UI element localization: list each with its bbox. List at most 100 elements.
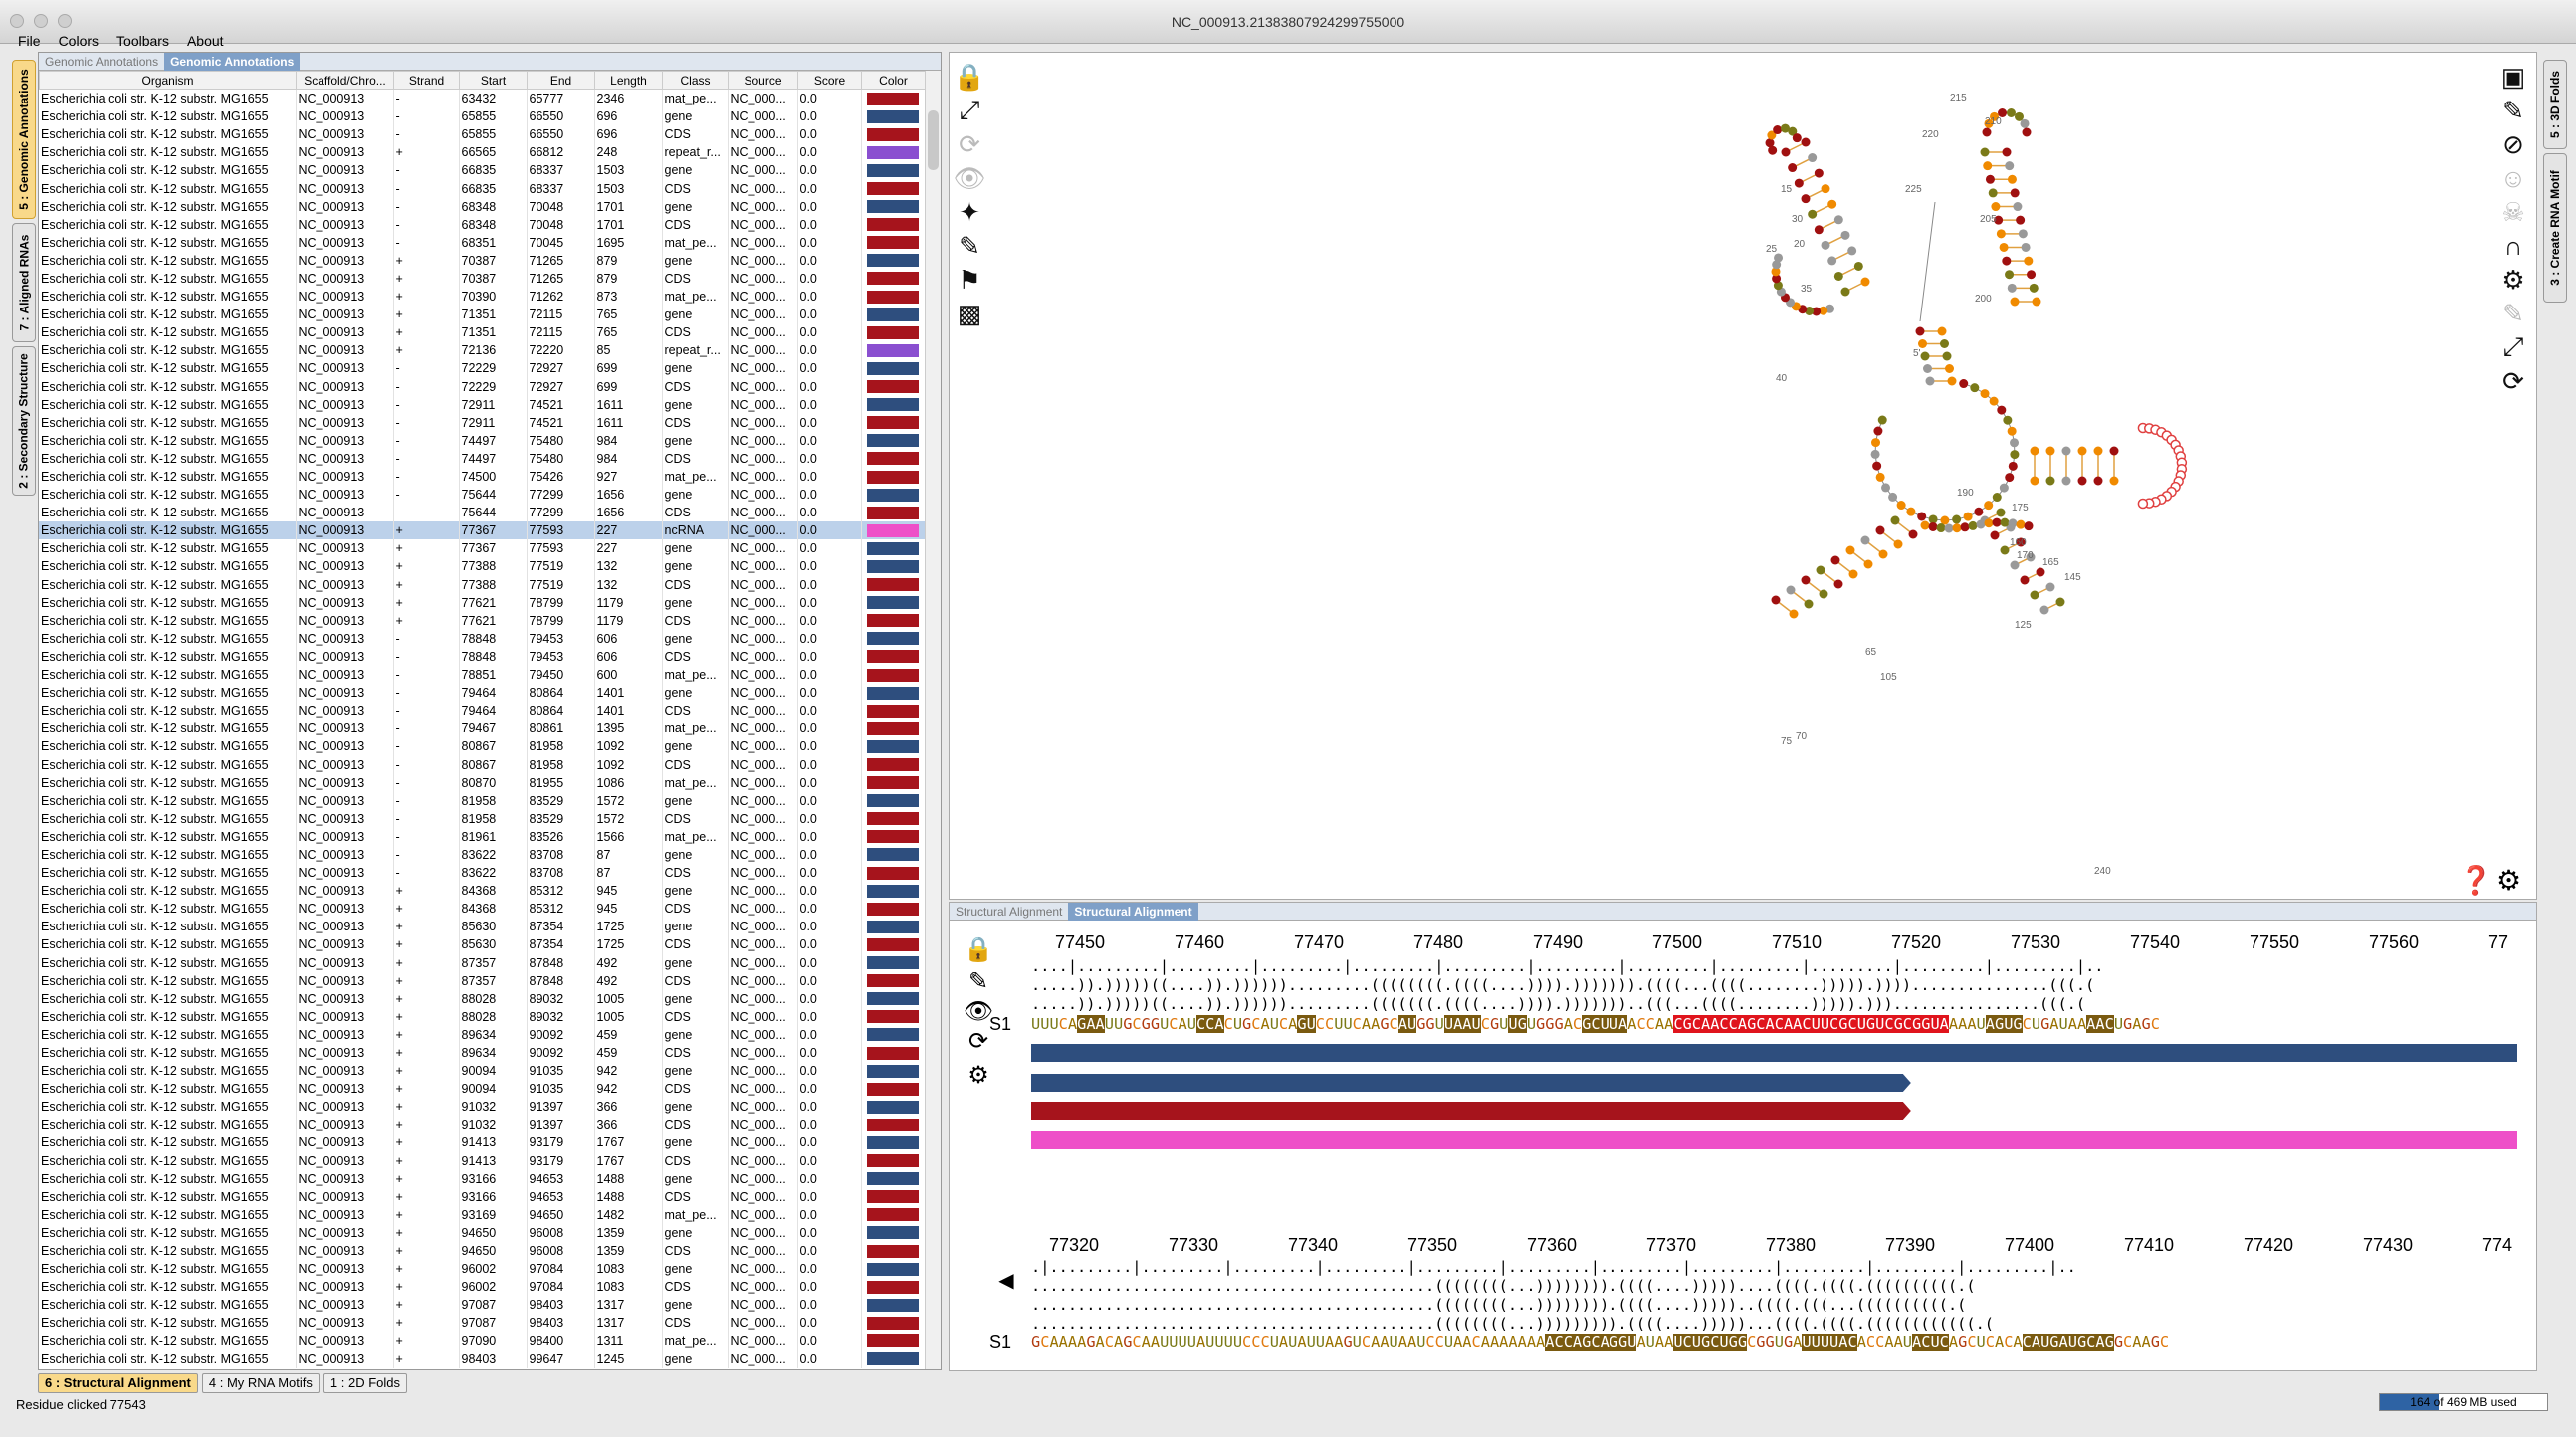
table-row[interactable]: Escherichia coli str. K-12 substr. MG165… [39, 1043, 926, 1063]
window-icon[interactable]: ▣ [2500, 61, 2526, 92]
table-row[interactable]: Escherichia coli str. K-12 substr. MG165… [39, 575, 926, 594]
color-cell[interactable] [861, 702, 926, 720]
annotations-table-body[interactable]: Escherichia coli str. K-12 substr. MG165… [39, 90, 941, 1370]
table-row[interactable]: Escherichia coli str. K-12 substr. MG165… [39, 1314, 926, 1333]
column-header-scaffold-chro-[interactable]: Scaffold/Chro... [296, 71, 394, 90]
table-row[interactable]: Escherichia coli str. K-12 substr. MG165… [39, 791, 926, 810]
color-cell[interactable] [861, 1349, 926, 1368]
color-cell[interactable] [861, 504, 926, 522]
column-header-organism[interactable]: Organism [39, 71, 297, 90]
brush-icon[interactable]: ✎ [959, 230, 980, 261]
eye-icon[interactable]: 👁 [953, 162, 986, 193]
column-header-length[interactable]: Length [594, 71, 663, 90]
table-row[interactable]: Escherichia coli str. K-12 substr. MG165… [39, 1205, 926, 1224]
rna-sequence-2[interactable]: GCAAAAGACAGCAAUUUUAUUUUCCCUAUAUUAAGUCAAU… [1031, 1334, 2170, 1351]
color-cell[interactable] [861, 1242, 926, 1261]
rna-structure-drawing[interactable]: 215 210 205 200 225 220 20 15 25 30 35 40 5' 190 175 17… [950, 53, 2538, 901]
table-row[interactable]: Escherichia coli str. K-12 substr. MG165… [39, 125, 926, 144]
color-cell[interactable] [861, 1098, 926, 1117]
table-row[interactable]: Escherichia coli str. K-12 substr. MG165… [39, 629, 926, 648]
menu-colors[interactable]: Colors [58, 33, 100, 49]
color-cell[interactable] [861, 1332, 926, 1350]
color-cell[interactable] [861, 306, 926, 324]
color-cell[interactable] [861, 251, 926, 270]
color-cell[interactable] [861, 1025, 926, 1044]
table-row[interactable]: Escherichia coli str. K-12 substr. MG165… [39, 845, 926, 865]
menu-toolbars[interactable]: Toolbars [116, 33, 169, 49]
table-row[interactable]: Escherichia coli str. K-12 substr. MG165… [39, 486, 926, 505]
table-row[interactable]: Escherichia coli str. K-12 substr. MG165… [39, 809, 926, 828]
menu-file[interactable]: File [18, 33, 41, 49]
color-cell[interactable] [861, 107, 926, 126]
forbidden-icon[interactable]: ⊘ [2502, 128, 2524, 159]
tab-aligned-rnas[interactable]: 7 : Aligned RNAs [12, 223, 36, 342]
fit-right-icon[interactable]: ⤢ [2502, 331, 2524, 361]
zoom-window-button[interactable] [58, 14, 72, 28]
color-cell[interactable] [861, 1062, 926, 1081]
table-row[interactable]: Escherichia coli str. K-12 substr. MG165… [39, 269, 926, 289]
table-row[interactable]: Escherichia coli str. K-12 substr. MG165… [39, 1098, 926, 1117]
table-row[interactable]: Escherichia coli str. K-12 substr. MG165… [39, 233, 926, 252]
annotation-track-bar[interactable] [1031, 1131, 2517, 1149]
alignment-lock-icon[interactable]: 🔒 [964, 935, 993, 963]
tab-structural-alignment[interactable]: 6 : Structural Alignment [38, 1373, 198, 1393]
color-cell[interactable] [861, 629, 926, 648]
brush-disabled-icon[interactable]: ✎ [2502, 298, 2524, 328]
fit-icon[interactable]: ⤢ [959, 95, 980, 124]
color-cell[interactable] [861, 431, 926, 450]
color-cell[interactable] [861, 359, 926, 378]
settings-icon[interactable]: ⚙ [2496, 865, 2522, 896]
table-row[interactable]: Escherichia coli str. K-12 substr. MG165… [39, 251, 926, 270]
wand-icon[interactable]: ✦ [959, 196, 980, 227]
column-header-strand[interactable]: Strand [393, 71, 460, 90]
color-cell[interactable] [861, 323, 926, 342]
table-row[interactable]: Escherichia coli str. K-12 substr. MG165… [39, 702, 926, 720]
color-cell[interactable] [861, 143, 926, 162]
table-row[interactable]: Escherichia coli str. K-12 substr. MG165… [39, 719, 926, 738]
magnet-icon[interactable]: ∩ [2503, 230, 2523, 261]
table-row[interactable]: Escherichia coli str. K-12 substr. MG165… [39, 90, 926, 108]
help-icon[interactable]: ❓ [2459, 865, 2493, 896]
table-row[interactable]: Escherichia coli str. K-12 substr. MG165… [39, 1260, 926, 1279]
table-row[interactable]: Escherichia coli str. K-12 substr. MG165… [39, 288, 926, 307]
annotation-track-bar[interactable] [1031, 1102, 1911, 1120]
color-cell[interactable] [861, 179, 926, 198]
color-cell[interactable] [861, 827, 926, 846]
color-cell[interactable] [861, 521, 926, 540]
color-cell[interactable] [861, 1278, 926, 1297]
chart-icon[interactable]: ▩ [957, 298, 982, 328]
tab-2d-folds[interactable]: 1 : 2D Folds [322, 1373, 407, 1393]
table-row[interactable]: Escherichia coli str. K-12 substr. MG165… [39, 864, 926, 883]
color-cell[interactable] [861, 1314, 926, 1333]
color-cell[interactable] [861, 1169, 926, 1188]
column-header-source[interactable]: Source [728, 71, 798, 90]
scrollbar-thumb[interactable] [928, 110, 939, 170]
color-cell[interactable] [861, 953, 926, 972]
tab-create-rna-motif[interactable]: 3 : Create RNA Motif [2543, 153, 2567, 303]
table-row[interactable]: Escherichia coli str. K-12 substr. MG165… [39, 377, 926, 396]
color-cell[interactable] [861, 215, 926, 234]
table-row[interactable]: Escherichia coli str. K-12 substr. MG165… [39, 539, 926, 558]
table-row[interactable]: Escherichia coli str. K-12 substr. MG165… [39, 1169, 926, 1188]
color-cell[interactable] [861, 557, 926, 576]
table-row[interactable]: Escherichia coli str. K-12 substr. MG165… [39, 413, 926, 432]
alignment-tab-active[interactable]: Structural Alignment [1068, 902, 1198, 921]
column-header-color[interactable]: Color [861, 71, 926, 90]
secondary-structure-canvas[interactable]: 215 210 205 200 225 220 20 15 25 30 35 40 5' 190 175 17… [949, 52, 2537, 900]
reset-icon[interactable]: ⟳ [959, 128, 980, 159]
color-cell[interactable] [861, 918, 926, 936]
gears-icon[interactable]: ⚙ [2501, 264, 2525, 295]
table-row[interactable]: Escherichia coli str. K-12 substr. MG165… [39, 935, 926, 954]
tab-secondary-structure[interactable]: 2 : Secondary Structure [12, 346, 36, 496]
table-row[interactable]: Escherichia coli str. K-12 substr. MG165… [39, 467, 926, 487]
color-cell[interactable] [861, 900, 926, 919]
color-cell[interactable] [861, 845, 926, 865]
table-row[interactable]: Escherichia coli str. K-12 substr. MG165… [39, 341, 926, 360]
table-row[interactable]: Escherichia coli str. K-12 substr. MG165… [39, 1332, 926, 1350]
alignment-refresh-icon[interactable]: ⟳ [967, 1027, 989, 1055]
color-cell[interactable] [861, 647, 926, 666]
color-cell[interactable] [861, 269, 926, 289]
table-row[interactable]: Escherichia coli str. K-12 substr. MG165… [39, 1349, 926, 1368]
pencil-icon[interactable]: ✎ [2502, 95, 2524, 125]
table-row[interactable]: Escherichia coli str. K-12 substr. MG165… [39, 557, 926, 576]
